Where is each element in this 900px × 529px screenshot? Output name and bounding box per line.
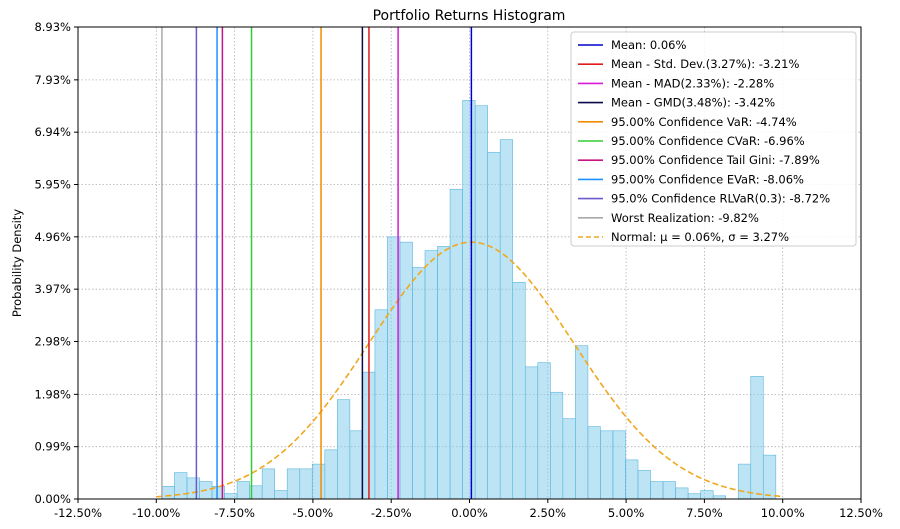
histogram-bar bbox=[587, 426, 601, 500]
x-tick-label: 12.50% bbox=[839, 506, 883, 520]
histogram-bar bbox=[324, 449, 338, 500]
y-axis-title: Probability Density bbox=[10, 209, 24, 317]
y-tick-label: 2.98% bbox=[34, 334, 71, 348]
histogram-bar bbox=[550, 391, 564, 500]
legend-label: 95.00% Confidence CVaR: -6.96% bbox=[611, 134, 805, 148]
histogram-bar bbox=[637, 470, 651, 500]
legend-label: Mean: 0.06% bbox=[611, 38, 686, 52]
x-tick-label: 5.00% bbox=[608, 506, 645, 520]
x-tick-label: -5.00% bbox=[293, 506, 334, 520]
histogram-bar bbox=[650, 481, 664, 500]
histogram-bar bbox=[499, 139, 514, 500]
histogram-bar bbox=[575, 345, 589, 500]
histogram-bar bbox=[662, 481, 676, 500]
histogram-bar bbox=[424, 250, 438, 500]
legend-label: Worst Realization: -9.82% bbox=[611, 211, 759, 225]
legend-label: Normal: μ = 0.06%, σ = 3.27% bbox=[611, 230, 789, 244]
histogram-bar bbox=[750, 376, 764, 500]
histogram-bar bbox=[612, 430, 626, 500]
legend-label: Mean - GMD(3.48%): -3.42% bbox=[611, 96, 775, 110]
histogram-bar bbox=[261, 468, 275, 500]
histogram-bar bbox=[236, 481, 250, 500]
histogram-bar bbox=[349, 430, 363, 500]
x-tick-label: 0.00% bbox=[451, 506, 488, 520]
y-tick-label: 4.96% bbox=[34, 230, 71, 244]
normal-curve-layer bbox=[156, 241, 783, 498]
legend-label: 95.00% Confidence EVaR: -8.06% bbox=[611, 172, 804, 186]
histogram-bar bbox=[311, 463, 326, 500]
histogram-bar bbox=[224, 493, 238, 500]
histogram-bar bbox=[462, 100, 476, 500]
histogram-bar bbox=[337, 399, 351, 500]
x-tick-label: 2.50% bbox=[530, 506, 567, 520]
histogram-bar bbox=[737, 463, 752, 500]
x-tick-label: -10.00% bbox=[132, 506, 180, 520]
histogram-bar bbox=[161, 486, 175, 500]
x-tick-label: -12.50% bbox=[54, 506, 102, 520]
histogram-bar bbox=[437, 246, 451, 500]
y-tick-label: 7.93% bbox=[34, 73, 71, 87]
histogram-bar bbox=[512, 281, 526, 500]
histogram-bar bbox=[537, 362, 551, 500]
y-tick-label: 0.00% bbox=[34, 492, 71, 506]
legend-label: 95.0% Confidence RLVaR(0.3): -8.72% bbox=[611, 192, 830, 206]
legend-label: 95.00% Confidence VaR: -4.74% bbox=[611, 115, 797, 129]
histogram-bar bbox=[687, 493, 701, 500]
legend-box bbox=[570, 31, 857, 247]
legend-label: Mean - MAD(2.33%): -2.28% bbox=[611, 76, 774, 90]
y-tick-label: 3.97% bbox=[34, 282, 71, 296]
histogram-bar bbox=[186, 477, 200, 500]
x-tick-label: 7.50% bbox=[686, 506, 723, 520]
risk-measure-lines bbox=[161, 27, 473, 499]
histogram-bar bbox=[374, 309, 388, 500]
legend-label: 95.00% Confidence Tail Gini: -7.89% bbox=[611, 153, 820, 167]
y-tick-label: 8.93% bbox=[34, 20, 71, 34]
histogram-bar bbox=[412, 267, 426, 500]
histogram-bar bbox=[762, 454, 777, 500]
x-tick-label: 10.00% bbox=[761, 506, 805, 520]
y-axis-ticks: 0.00% 0.99% 1.98% 2.98% 3.97% 4.96% 5.95% 6.94%… bbox=[34, 20, 78, 506]
histogram-bar bbox=[274, 490, 288, 500]
legend-label: Mean - Std. Dev.(3.27%): -3.21% bbox=[611, 57, 800, 71]
histogram-bar bbox=[474, 105, 488, 500]
chart-title: Portfolio Returns Histogram bbox=[373, 8, 566, 24]
histogram-bar bbox=[449, 188, 463, 500]
normal-curve bbox=[156, 241, 783, 498]
y-tick-label: 5.95% bbox=[34, 178, 71, 192]
histogram-bar bbox=[675, 487, 689, 500]
histogram-bar bbox=[600, 430, 614, 500]
y-tick-label: 1.98% bbox=[34, 387, 71, 401]
x-tick-label: -2.50% bbox=[371, 506, 412, 520]
histogram-bar bbox=[625, 459, 639, 500]
y-tick-label: 0.99% bbox=[34, 440, 71, 454]
x-axis-ticks: -12.50% -10.00% -7.50% -5.00% -2.50% 0.00% 2.5… bbox=[54, 499, 883, 520]
y-tick-label: 6.94% bbox=[34, 125, 71, 139]
x-tick-label: -7.50% bbox=[214, 506, 255, 520]
legend: Mean: 0.06% Mean - Std. Dev.(3.27%): -3.2… bbox=[570, 31, 857, 247]
histogram-bar bbox=[487, 151, 501, 500]
histogram-bar bbox=[562, 418, 576, 500]
histogram-bar bbox=[700, 490, 714, 500]
histogram-bar bbox=[286, 468, 301, 500]
histogram-bar bbox=[399, 241, 413, 500]
histogram-bar bbox=[299, 468, 313, 500]
histogram-bar bbox=[524, 366, 539, 500]
